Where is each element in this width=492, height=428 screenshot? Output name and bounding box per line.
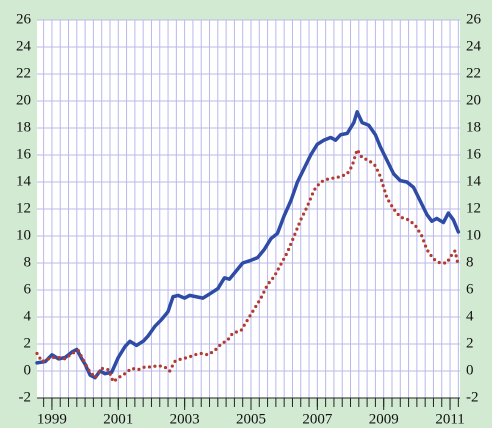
y-tick-label: -2 xyxy=(19,389,32,405)
y-tick-label: 12 xyxy=(16,200,31,216)
y-tick-label: 26 xyxy=(16,11,32,27)
y2-tick-label: 8 xyxy=(466,254,474,270)
y-tick-label: 2 xyxy=(24,335,32,351)
y-tick-label: 14 xyxy=(16,173,32,189)
y2-tick-label: 12 xyxy=(466,200,481,216)
y-tick-label: 4 xyxy=(24,308,32,324)
y2-tick-label: 2 xyxy=(466,335,474,351)
y-tick-label: 10 xyxy=(16,227,31,243)
y2-tick-label: 26 xyxy=(466,11,482,27)
y2-tick-label: 24 xyxy=(466,38,482,54)
y-tick-label: 18 xyxy=(16,119,31,135)
y-tick-label: 16 xyxy=(16,146,32,162)
y-tick-label: 0 xyxy=(24,362,32,378)
y2-tick-label: 6 xyxy=(466,281,474,297)
y2-tick-label: 20 xyxy=(466,92,481,108)
line-series xyxy=(35,110,461,380)
y-tick-label: 24 xyxy=(16,38,32,54)
y2-tick-label: 22 xyxy=(466,65,481,81)
x-tick-label: 2005 xyxy=(236,411,266,427)
y2-tick-label: 0 xyxy=(466,362,474,378)
y2-tick-label: 16 xyxy=(466,146,482,162)
x-tick-label: 2011 xyxy=(435,411,464,427)
y-tick-label: 8 xyxy=(24,254,32,270)
x-tick-label: 1999 xyxy=(37,411,67,427)
y-tick-label: 22 xyxy=(16,65,31,81)
y-tick-label: 20 xyxy=(16,92,31,108)
y2-tick-label: -2 xyxy=(466,389,479,405)
y2-tick-label: 10 xyxy=(466,227,481,243)
x-tick-label: 2007 xyxy=(302,411,333,427)
y2-tick-label: 4 xyxy=(466,308,474,324)
y2-tick-label: 14 xyxy=(466,173,482,189)
y2-tick-label: 18 xyxy=(466,119,481,135)
x-tick-label: 2001 xyxy=(103,411,133,427)
y-tick-label: 6 xyxy=(24,281,32,297)
x-tick-label: 2003 xyxy=(170,411,200,427)
x-tick-label: 2009 xyxy=(369,411,399,427)
